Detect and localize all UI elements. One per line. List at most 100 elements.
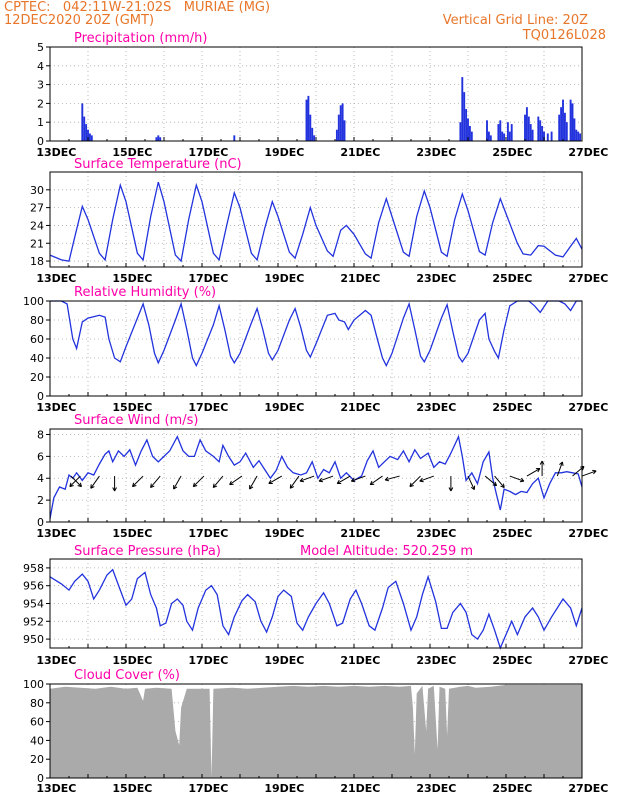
precip-bar xyxy=(465,109,468,141)
x-tick-label: 15DEC xyxy=(112,146,152,159)
wind-vector-arrow xyxy=(318,475,334,482)
y-tick-label: 954 xyxy=(23,598,44,611)
precip-bar xyxy=(571,103,574,141)
precip-bar xyxy=(157,135,160,141)
y-tick-label: 30 xyxy=(30,184,44,197)
precip-frame xyxy=(49,46,583,142)
y-tick-label: 80 xyxy=(30,697,44,710)
wind-arrowhead xyxy=(336,479,342,485)
precip-bar xyxy=(313,135,316,141)
precip-bar xyxy=(311,127,314,141)
precip-title: Precipitation (mm/h) xyxy=(74,31,207,46)
precip-bar xyxy=(508,131,511,141)
precip-bar xyxy=(305,99,308,141)
precip-bar xyxy=(487,131,490,141)
precip-bar xyxy=(529,124,532,141)
cloud-cover-area xyxy=(50,684,582,778)
wind-arrowhead xyxy=(77,482,82,488)
cloud-title: Cloud Cover (%) xyxy=(74,668,180,683)
x-tick-label: 21DEC xyxy=(340,272,380,285)
x-tick-label: 25DEC xyxy=(492,654,532,667)
y-tick-label: 8 xyxy=(37,428,44,441)
wind-vector-arrow xyxy=(509,475,525,482)
wind-vector-arrow xyxy=(132,475,144,488)
precip-bar xyxy=(558,114,561,141)
y-tick-label: 2 xyxy=(37,494,44,507)
wind-vector-arrow xyxy=(494,475,505,488)
wind-vector-arrow xyxy=(150,475,161,488)
temp-panel: 18 21 24 27 30 13DEC 15DEC 17DEC 19DEC 21DEC 23DEC… xyxy=(30,157,608,285)
wind-arrowhead xyxy=(559,461,564,466)
y-tick-label: 60 xyxy=(30,333,44,346)
precip-bar xyxy=(503,133,506,141)
y-tick-label: 100 xyxy=(23,295,44,308)
precip-bar xyxy=(155,137,158,141)
wind-arrowhead xyxy=(229,480,234,486)
x-tick-label: 19DEC xyxy=(264,654,304,667)
x-tick-label: 19DEC xyxy=(264,782,304,795)
wind-arrowhead xyxy=(150,483,155,489)
wind-arrowhead xyxy=(470,485,476,491)
wind-arrowhead xyxy=(592,469,597,475)
wind-vector-arrow xyxy=(556,461,563,477)
header-location: CPTEC: 042:11W-21:02S MURIAE (MG) xyxy=(4,0,271,15)
precip-bar xyxy=(510,124,513,141)
wind-arrowhead xyxy=(69,482,74,488)
y-tick-label: 6 xyxy=(37,450,44,463)
precip-bar xyxy=(565,122,568,141)
x-tick-label: 23DEC xyxy=(416,146,456,159)
wind-arrowhead xyxy=(535,468,541,473)
wind-vector-arrow xyxy=(70,475,82,488)
precip-bar xyxy=(577,131,580,141)
precip-bar xyxy=(335,129,338,141)
y-tick-label: 0 xyxy=(37,390,44,403)
wind-arrowhead xyxy=(409,482,414,488)
y-tick-label: 956 xyxy=(23,580,44,593)
precip-bar xyxy=(87,129,89,141)
wind-title: Surface Wind (m/s) xyxy=(74,413,198,428)
wind-vector-arrow xyxy=(90,475,100,489)
precip-bar xyxy=(307,95,310,141)
header-grid-note: Vertical Grid Line: 20Z xyxy=(442,13,588,28)
x-tick-label: 17DEC xyxy=(188,272,228,285)
wind-vector-arrow xyxy=(384,475,400,481)
x-tick-label: 23DEC xyxy=(416,401,456,414)
y-tick-label: 0 xyxy=(37,772,44,785)
wind-line xyxy=(49,434,583,519)
y-tick-label: 3 xyxy=(37,79,44,92)
x-tick-label: 25DEC xyxy=(492,782,532,795)
cloud-panel: 0 20 40 60 80 100 13DEC 15DEC 17DEC 19DEC 21DEC 23D… xyxy=(23,668,608,795)
wind-vector-arrow xyxy=(351,475,366,482)
y-tick-label: 0 xyxy=(37,135,44,148)
wind-vector-arrow xyxy=(467,475,475,490)
precip-bar xyxy=(470,131,473,141)
x-tick-label: 25DEC xyxy=(492,401,532,414)
x-tick-label: 17DEC xyxy=(188,146,228,159)
wind-vector-arrow xyxy=(249,475,258,490)
x-tick-label: 21DEC xyxy=(340,401,380,414)
wind-vector-arrow xyxy=(581,470,597,477)
precip-bar xyxy=(546,133,549,141)
y-tick-label: 24 xyxy=(30,219,44,232)
precip-bar xyxy=(531,129,534,141)
precip-bar xyxy=(560,107,563,141)
precip-bar xyxy=(463,92,466,141)
precip-bar xyxy=(527,116,530,141)
wind-vector-arrow xyxy=(212,475,224,488)
y-tick-label: 950 xyxy=(23,633,44,646)
x-tick-label: 13DEC xyxy=(36,272,76,285)
wind-arrowhead xyxy=(132,482,137,488)
y-tick-label: 80 xyxy=(30,314,44,327)
x-tick-label: 25DEC xyxy=(492,272,532,285)
rh-title: Relative Humidity (%) xyxy=(74,285,216,300)
y-tick-label: 27 xyxy=(30,202,44,215)
precip-bar xyxy=(81,103,84,141)
precip-bar xyxy=(497,124,500,141)
precip-bar xyxy=(499,120,502,141)
wind-arrowhead xyxy=(299,477,305,483)
x-tick-label: 15DEC xyxy=(112,401,152,414)
pressure-panel: 950 952 954 956 958 13DEC 15DEC 17DEC 19DEC 21DEC… xyxy=(23,544,608,667)
wind-vector-arrow xyxy=(192,475,205,488)
x-tick-label: 15DEC xyxy=(112,272,152,285)
x-tick-label: 21DEC xyxy=(340,146,380,159)
